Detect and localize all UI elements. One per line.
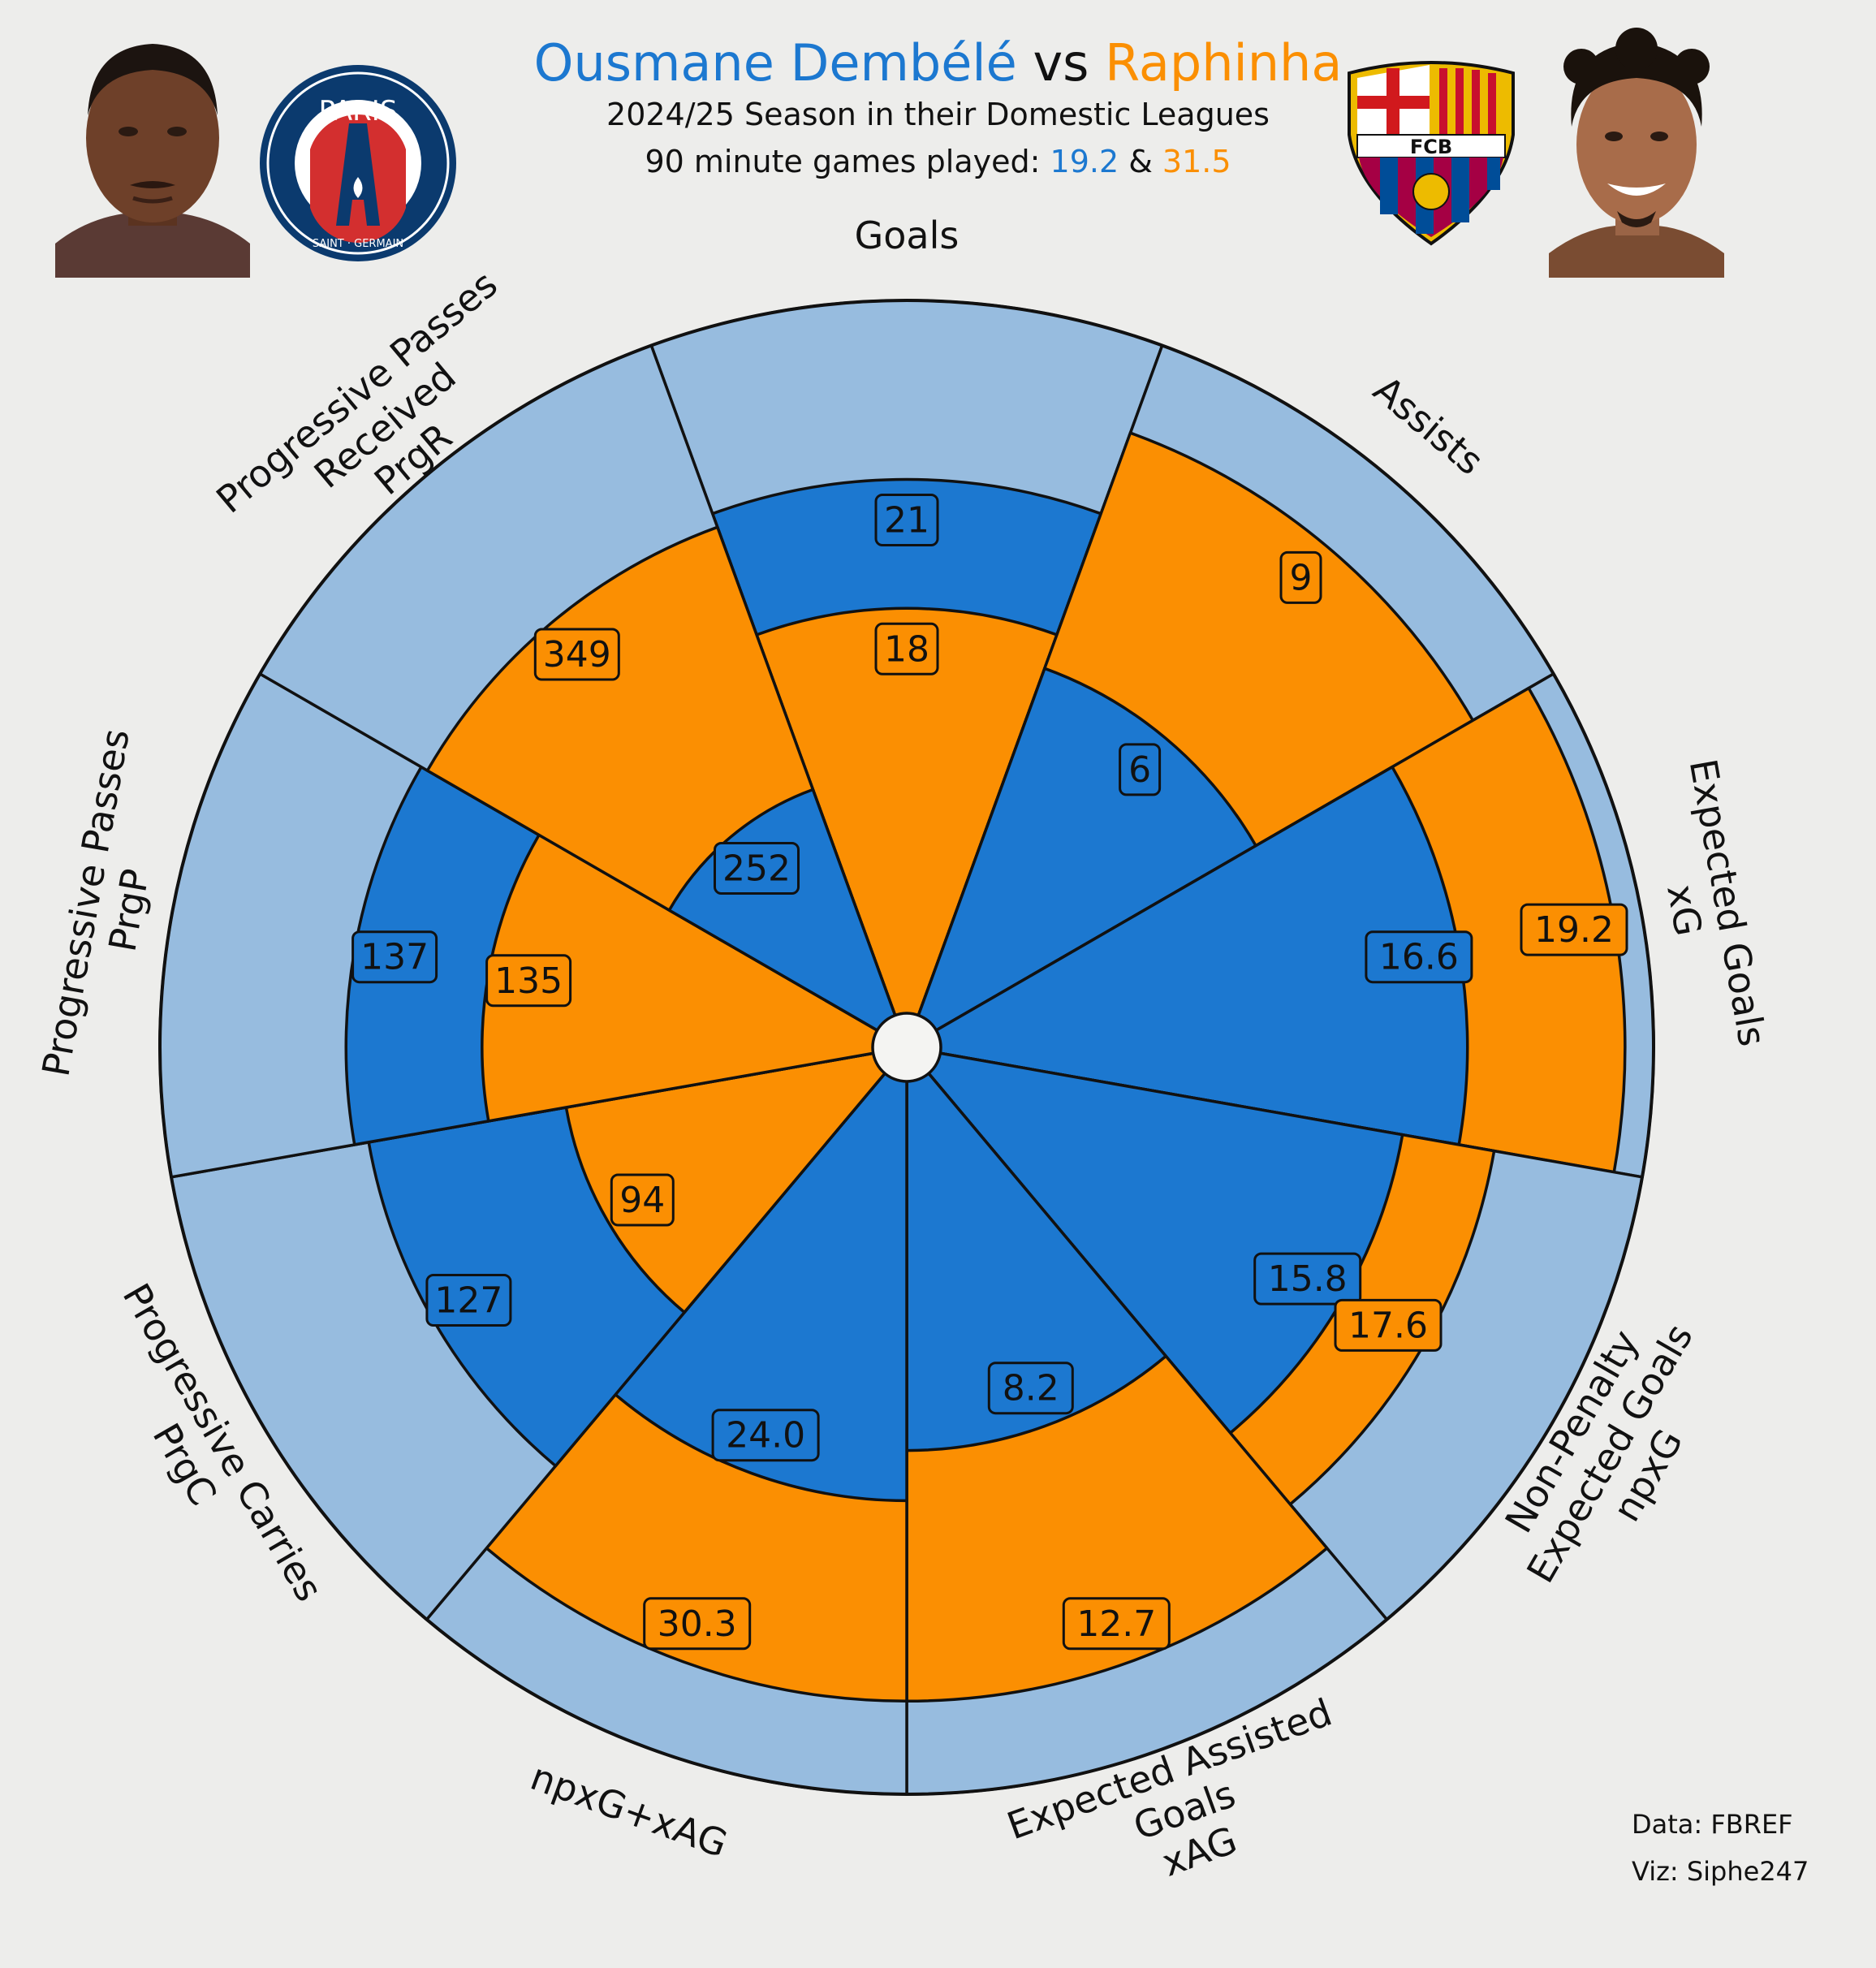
value-label-player1-6: 127 — [425, 1274, 512, 1327]
value-label-player2-5: 30.3 — [643, 1597, 752, 1651]
games-sep: & — [1119, 144, 1162, 179]
value-label-player2-0: 18 — [874, 622, 939, 675]
category-label-2: Expected GoalsxG — [1638, 756, 1775, 1057]
games-prefix: 90 minute games played: — [645, 144, 1050, 179]
svg-text:9: 9 — [1290, 557, 1313, 598]
category-label-5: npxG+xAG — [525, 1754, 733, 1866]
svg-text:137: 137 — [360, 937, 429, 978]
svg-text:24.0: 24.0 — [726, 1415, 805, 1457]
value-label-player1-4: 8.2 — [987, 1362, 1074, 1415]
player2-name: Raphinha — [1105, 33, 1343, 93]
svg-text:30.3: 30.3 — [658, 1603, 737, 1645]
wedge-player2-0 — [755, 606, 1059, 1049]
player1-photo — [55, 24, 250, 278]
value-label-player1-2: 16.6 — [1365, 930, 1473, 984]
vs-text: vs — [1033, 33, 1089, 93]
value-label-player1-7: 137 — [351, 930, 438, 984]
svg-text:94: 94 — [619, 1180, 665, 1221]
category-label-0: Goals — [855, 214, 960, 257]
svg-text:8.2: 8.2 — [1003, 1368, 1059, 1409]
chart-title: Ousmane Dembélé vs Raphinha — [0, 31, 1876, 96]
value-label-player2-1: 9 — [1279, 550, 1322, 604]
value-label-player2-6: 94 — [610, 1173, 675, 1227]
wedge-player1-5 — [614, 1046, 908, 1503]
value-label-player1-8: 252 — [714, 842, 800, 895]
value-label-player2-8: 349 — [533, 628, 620, 681]
svg-text:6: 6 — [1128, 749, 1151, 791]
games-player2: 31.5 — [1162, 144, 1231, 179]
fcb-logo-text: FCB — [1410, 136, 1452, 158]
svg-text:12.7: 12.7 — [1076, 1603, 1156, 1645]
category-label-1: Assists — [1365, 367, 1492, 483]
games-player1: 19.2 — [1050, 144, 1119, 179]
center-hole — [871, 1012, 942, 1083]
player1-name: Ousmane Dembélé — [533, 33, 1017, 93]
value-label-player1-5: 24.0 — [711, 1409, 820, 1462]
svg-text:17.6: 17.6 — [1348, 1305, 1428, 1346]
chart-wedges — [158, 299, 1655, 1796]
credit-data-source: Data: FBREF — [1632, 1809, 1793, 1840]
svg-text:18: 18 — [884, 628, 929, 670]
value-label-player1-1: 6 — [1119, 743, 1162, 796]
outer-ring — [158, 299, 1655, 1796]
psg-logo-text-top: PARIS — [319, 95, 398, 127]
svg-text:16.6: 16.6 — [1379, 937, 1459, 978]
psg-logo-text-bottom: SAINT · GERMAIN — [313, 238, 403, 250]
value-label-player2-4: 12.7 — [1062, 1597, 1171, 1651]
chart-value-labels: 21 18 6 9 16.6 19.2 15.817.6 8.2 12.7 24.0 30.3 127… — [351, 494, 1628, 1651]
wedge-player1-1 — [905, 667, 1257, 1049]
svg-text:19.2: 19.2 — [1534, 909, 1614, 951]
svg-text:349: 349 — [543, 634, 611, 675]
fcb-logo: FCB — [1338, 54, 1525, 248]
wedge-player1-4 — [905, 1046, 1167, 1452]
psg-logo: PARIS SAINT · GERMAIN — [258, 63, 458, 263]
value-label-player1-0: 21 — [874, 494, 939, 546]
chart-subtitle: 2024/25 Season in their Domestic Leagues — [606, 97, 1270, 132]
value-label-player2-7: 135 — [485, 954, 572, 1008]
svg-text:15.8: 15.8 — [1268, 1258, 1348, 1300]
svg-text:135: 135 — [494, 960, 563, 1002]
value-label-player1-3: 15.8 — [1253, 1252, 1362, 1306]
svg-text:21: 21 — [884, 500, 929, 542]
credit-viz-author: Viz: Siphe247 — [1632, 1856, 1809, 1887]
wedge-player2-6 — [564, 1046, 908, 1314]
value-label-player2-2: 19.2 — [1520, 903, 1628, 956]
value-label-player2-3: 17.6 — [1334, 1298, 1443, 1352]
player2-photo — [1549, 24, 1724, 278]
svg-text:127: 127 — [434, 1280, 502, 1322]
games-played-line: 90 minute games played: 19.2 & 31.5 — [0, 141, 1876, 182]
svg-text:252: 252 — [722, 848, 791, 890]
